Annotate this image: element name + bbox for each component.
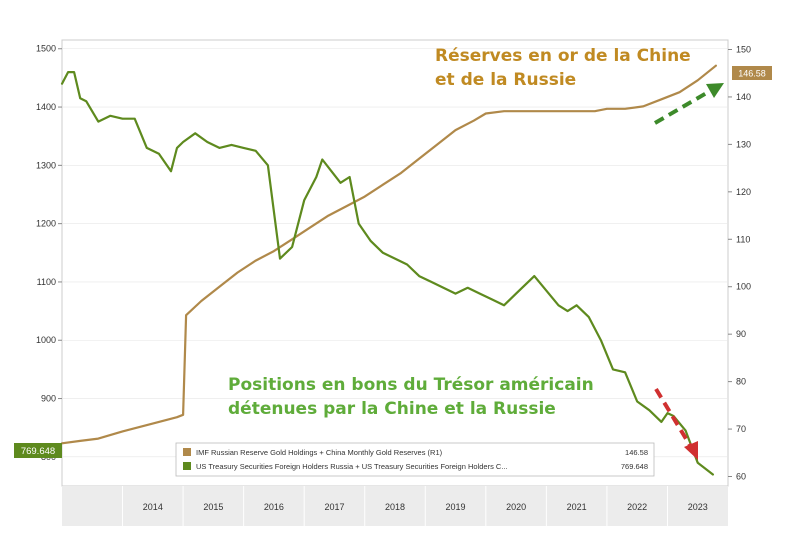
red-trend-arrow-line <box>654 387 693 449</box>
x-axis: 2014 2015 2016 2017 2018 2019 2020 2021 2022 2023 <box>122 486 708 526</box>
treasury-last-value-label: 769.648 <box>21 446 55 457</box>
gold-annotation-line-2: et de la Russie <box>435 70 577 90</box>
legend-label-gold: IMF Russian Reserve Gold Holdings + Chin… <box>196 448 443 457</box>
y-right-tick-label: 120 <box>736 187 751 197</box>
x-tick-label: 2019 <box>446 502 466 512</box>
legend-box <box>175 442 655 477</box>
y-right-tick-label: 70 <box>736 424 746 434</box>
treasury-holdings-line <box>60 70 715 476</box>
y-left-tick-label: 1300 <box>36 160 56 170</box>
y-axis-right: 60 70 80 90 100 110 120 130 140 150 <box>728 44 751 482</box>
legend: IMF Russian Reserve Gold Holdings + Chin… <box>175 442 655 477</box>
x-tick-label: 2023 <box>688 502 708 512</box>
legend-value-gold: 146.58 <box>625 448 648 457</box>
y-right-tick-label: 140 <box>736 92 751 102</box>
legend-swatch-treasury <box>183 462 191 470</box>
x-axis-band <box>62 486 728 526</box>
red-trend-arrowhead <box>684 441 698 460</box>
gold-annotation: Réserves en or de la Chine et de la Russ… <box>435 44 691 92</box>
y-left-tick-label: 1000 <box>36 335 56 345</box>
treasury-annotation-line-2: détenues par la Chine et la Russie <box>228 399 556 419</box>
y-left-tick-label: 1400 <box>36 102 56 112</box>
x-tick-label: 2015 <box>203 502 223 512</box>
x-tick-label: 2016 <box>264 502 284 512</box>
x-tick-label: 2014 <box>143 502 163 512</box>
series-lines <box>60 64 718 476</box>
gold-reserves-line <box>60 64 718 445</box>
gold-annotation-line-1: Réserves en or de la Chine <box>435 46 691 66</box>
plot-area <box>61 39 729 487</box>
y-right-tick-label: 130 <box>736 139 751 149</box>
legend-value-treasury: 769.648 <box>621 462 648 471</box>
y-axis-left: 800900100011001200130014001500 <box>36 44 62 462</box>
y-left-tick-label: 1100 <box>37 277 56 287</box>
x-tick-label: 2020 <box>506 502 526 512</box>
y-left-tick-label: 1200 <box>36 219 56 229</box>
treasury-annotation-line-1: Positions en bons du Trésor américain <box>228 375 594 395</box>
y-right-tick-label: 90 <box>736 329 746 339</box>
legend-label-treasury: US Treasury Securities Foreign Holders R… <box>196 462 508 471</box>
green-trend-arrowhead <box>706 83 724 98</box>
x-tick-label: 2018 <box>385 502 405 512</box>
y-left-tick-label: 900 <box>41 394 56 404</box>
legend-swatch-gold <box>183 448 191 456</box>
y-left-tick-label: 1500 <box>36 44 56 54</box>
x-tick-label: 2022 <box>627 502 647 512</box>
treasury-last-value-tag <box>14 443 62 458</box>
green-trend-arrow-line <box>653 89 712 125</box>
x-tick-label: 2021 <box>567 502 587 512</box>
gold-last-value-tag <box>732 66 772 80</box>
x-tick-label: 2017 <box>324 502 344 512</box>
y-right-tick-label: 80 <box>736 377 746 387</box>
treasury-annotation: Positions en bons du Trésor américain dé… <box>228 373 594 421</box>
y-right-tick-label: 60 <box>736 472 746 482</box>
gold-last-value-label: 146.58 <box>738 69 766 79</box>
y-right-tick-label: 110 <box>736 234 750 244</box>
y-right-tick-label: 150 <box>736 44 751 54</box>
y-right-tick-label: 100 <box>736 282 751 292</box>
